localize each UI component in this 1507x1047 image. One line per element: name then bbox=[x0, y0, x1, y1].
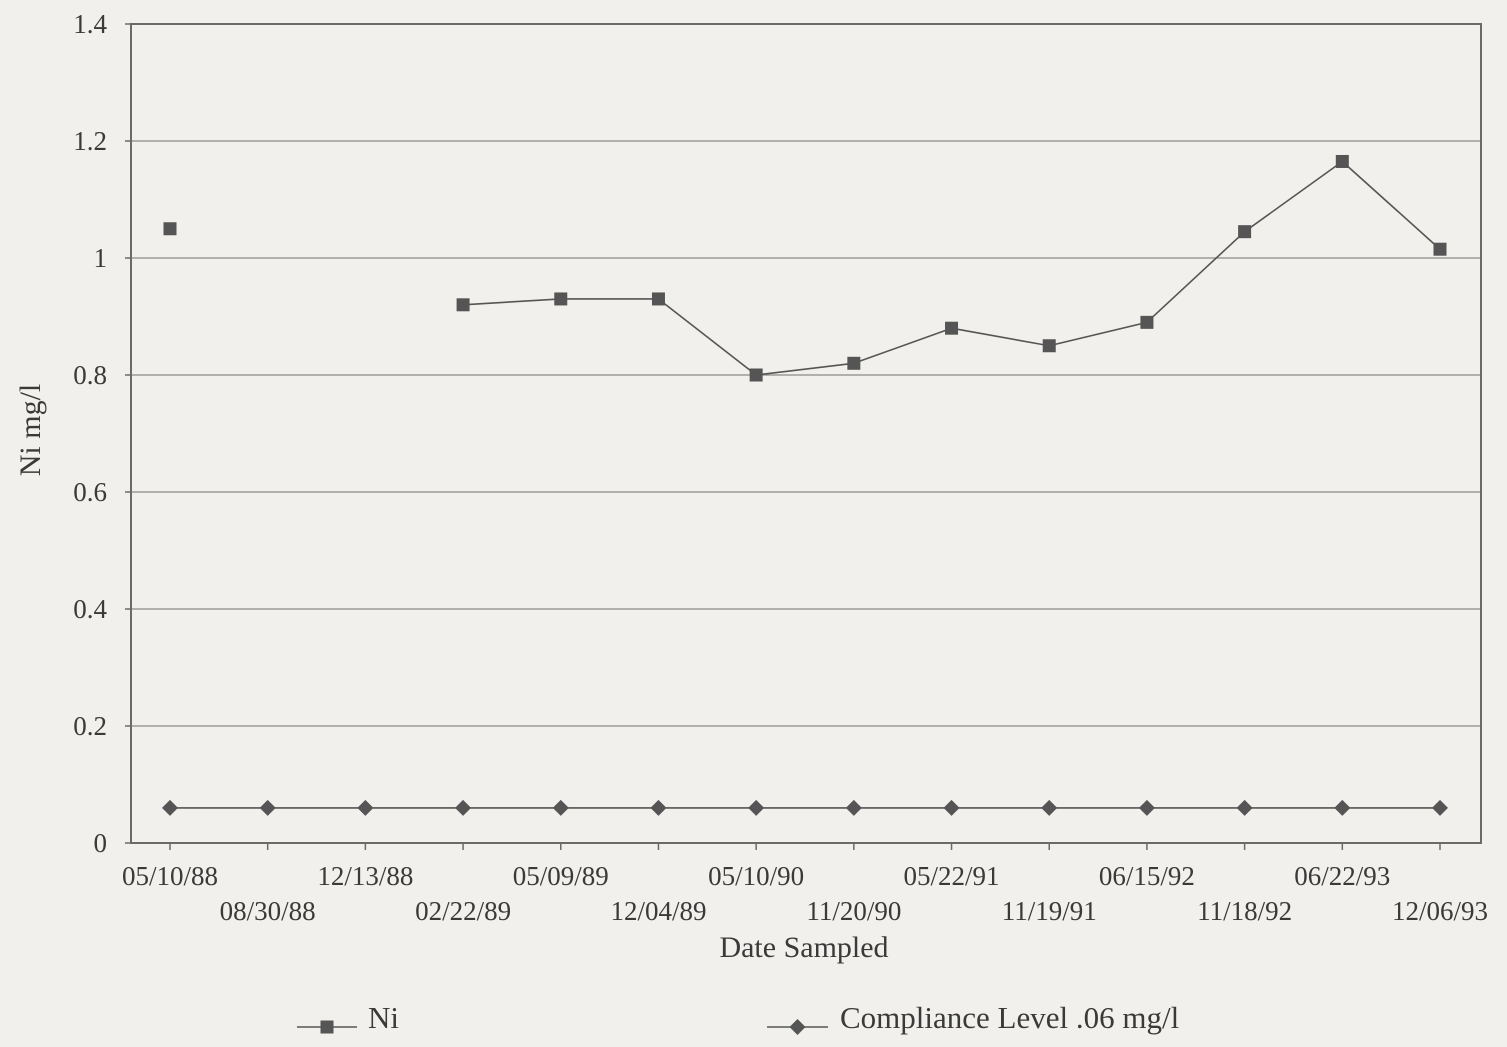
y-axis-title: Ni mg/l bbox=[14, 384, 47, 477]
series-segment bbox=[1049, 321, 1148, 347]
y-tick-label: 1.2 bbox=[73, 126, 107, 156]
data-point bbox=[748, 799, 765, 816]
y-tick-label: 0.8 bbox=[73, 360, 107, 390]
data-point bbox=[845, 799, 862, 816]
x-tick-label: 12/06/93 bbox=[1392, 896, 1488, 926]
x-tick-label: 05/10/90 bbox=[708, 861, 804, 891]
x-tick-label: 05/10/88 bbox=[122, 861, 218, 891]
data-point bbox=[554, 292, 568, 306]
data-point bbox=[1138, 799, 1155, 816]
plot-frame bbox=[130, 23, 1482, 844]
axis-labels: Date Sampled Ni mg/l bbox=[14, 384, 889, 964]
data-point bbox=[1042, 339, 1056, 353]
data-point bbox=[651, 292, 665, 306]
series-segment bbox=[1341, 160, 1441, 250]
x-tick-label: 06/15/92 bbox=[1099, 861, 1195, 891]
series-segment bbox=[853, 327, 952, 365]
x-tick-label: 11/19/91 bbox=[1002, 896, 1097, 926]
y-tick-label: 1 bbox=[94, 243, 108, 273]
y-tick-label: 0 bbox=[94, 828, 108, 858]
x-tick-label: 08/30/88 bbox=[220, 896, 316, 926]
x-tick-label: 05/09/89 bbox=[513, 861, 609, 891]
legend-item: Compliance Level .06 mg/l bbox=[767, 1000, 1179, 1035]
data-point bbox=[456, 298, 470, 312]
data-point bbox=[357, 799, 374, 816]
data-point bbox=[259, 799, 276, 816]
data-point bbox=[1432, 799, 1448, 816]
x-tick-label: 12/13/88 bbox=[317, 861, 413, 891]
legend-marker bbox=[320, 1020, 334, 1034]
data-point bbox=[943, 799, 960, 816]
data-point bbox=[1433, 242, 1447, 256]
data-point bbox=[1140, 315, 1154, 329]
data-point bbox=[552, 799, 569, 816]
x-tick-label: 06/22/93 bbox=[1294, 861, 1390, 891]
data-point bbox=[162, 799, 178, 816]
x-tick-label: 11/20/90 bbox=[806, 896, 901, 926]
series-group bbox=[162, 154, 1448, 816]
series-segment bbox=[657, 298, 757, 376]
y-tick-label: 1.4 bbox=[73, 9, 107, 39]
y-tick-label: 0.4 bbox=[73, 594, 107, 624]
series-segment bbox=[951, 327, 1050, 347]
y-tick-label: 0.2 bbox=[73, 711, 107, 741]
data-point bbox=[945, 321, 959, 335]
series-segment bbox=[1146, 231, 1246, 323]
series-segment bbox=[463, 298, 561, 306]
x-tick-label: 11/18/92 bbox=[1197, 896, 1292, 926]
series-segment bbox=[1244, 160, 1343, 233]
x-tick-label: 05/22/91 bbox=[904, 861, 1000, 891]
data-point bbox=[749, 368, 763, 382]
legend: Ni Compliance Level .06 mg/l bbox=[297, 1000, 1179, 1035]
data-point bbox=[163, 222, 177, 236]
legend-item: Ni bbox=[297, 1000, 399, 1035]
data-point bbox=[1238, 225, 1252, 239]
grid-lines bbox=[131, 23, 1481, 727]
series-compliance-level bbox=[162, 799, 1448, 816]
series-segment bbox=[756, 362, 854, 376]
data-point bbox=[1236, 799, 1253, 816]
data-point bbox=[1041, 799, 1058, 816]
data-point bbox=[847, 356, 861, 370]
data-point bbox=[650, 799, 667, 816]
data-point bbox=[1335, 154, 1349, 168]
data-point bbox=[455, 799, 472, 816]
y-tick-label: 0.6 bbox=[73, 477, 107, 507]
data-point bbox=[1334, 799, 1351, 816]
legend-label: Compliance Level .06 mg/l bbox=[840, 1000, 1179, 1035]
x-tick-label: 02/22/89 bbox=[415, 896, 511, 926]
series-ni bbox=[163, 154, 1447, 382]
axes: 0 0.2 0.4 0.6 0.8 1 1.2 1.4 05/10/8808/30/8812/1… bbox=[73, 9, 1488, 926]
legend-label: Ni bbox=[368, 1000, 399, 1035]
legend-marker bbox=[789, 1019, 806, 1035]
x-axis-title: Date Sampled bbox=[719, 931, 888, 964]
x-tick-label: 12/04/89 bbox=[610, 896, 706, 926]
